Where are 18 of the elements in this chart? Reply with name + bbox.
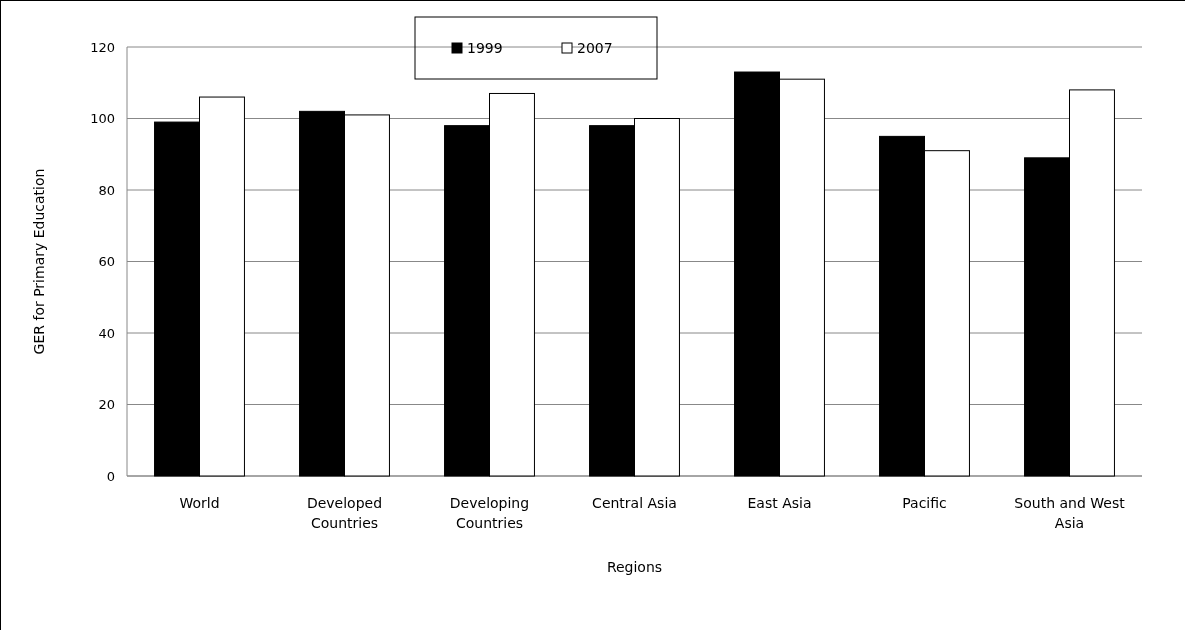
y-tick-label: 120 xyxy=(90,39,115,55)
legend-label: 2007 xyxy=(577,40,613,56)
y-tick-label: 100 xyxy=(90,111,115,127)
x-tick-label: Pacific xyxy=(902,495,947,511)
y-tick-label: 60 xyxy=(98,254,115,270)
x-tick-label: World xyxy=(179,495,220,511)
y-tick-label: 0 xyxy=(106,468,115,484)
y-tick-label: 40 xyxy=(98,325,115,341)
y-axis-title: GER for Primary Education xyxy=(31,168,47,355)
x-tick-label: Developed Countries xyxy=(306,495,383,531)
x-tick-label: Central Asia xyxy=(592,495,677,511)
x-axis-title: Regions xyxy=(606,559,663,575)
x-tick-label: East Asia xyxy=(747,495,812,511)
legend-label: 1999 xyxy=(467,40,503,56)
x-tick-label: Developing Countries xyxy=(449,495,530,531)
y-tick-label: 80 xyxy=(98,182,115,198)
y-tick-label: 20 xyxy=(98,397,115,413)
x-tick-label: South and West Asia xyxy=(1014,495,1126,531)
